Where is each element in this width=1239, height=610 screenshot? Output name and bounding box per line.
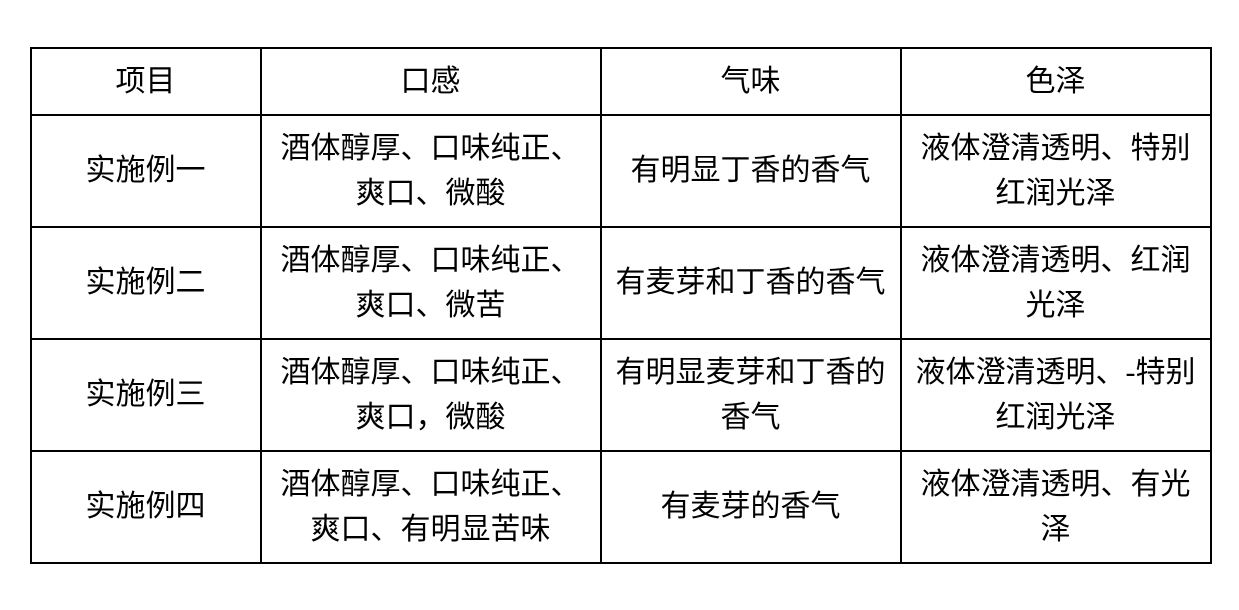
- table-row: 实施例二 酒体醇厚、口味纯正、爽口、微苦 有麦芽和丁香的香气 液体澄清透明、红润…: [31, 227, 1211, 339]
- table-header-row: 项目 口感 气味 色泽: [31, 48, 1211, 115]
- col-header-color: 色泽: [901, 48, 1211, 115]
- col-header-taste: 口感: [261, 48, 601, 115]
- row-name: 实施例四: [31, 451, 261, 563]
- row-taste: 酒体醇厚、口味纯正、爽口，微酸: [261, 339, 601, 451]
- table-row: 实施例四 酒体醇厚、口味纯正、爽口、有明显苦味 有麦芽的香气 液体澄清透明、有光…: [31, 451, 1211, 563]
- sensory-table-container: 项目 口感 气味 色泽 实施例一 酒体醇厚、口味纯正、爽口、微酸 有明显丁香的香…: [30, 47, 1210, 564]
- sensory-table: 项目 口感 气味 色泽 实施例一 酒体醇厚、口味纯正、爽口、微酸 有明显丁香的香…: [30, 47, 1212, 564]
- row-color: 液体澄清透明、有光泽: [901, 451, 1211, 563]
- col-header-item: 项目: [31, 48, 261, 115]
- row-smell: 有麦芽的香气: [601, 451, 901, 563]
- row-color: 液体澄清透明、特别红润光泽: [901, 115, 1211, 227]
- row-taste: 酒体醇厚、口味纯正、爽口、有明显苦味: [261, 451, 601, 563]
- row-smell: 有明显麦芽和丁香的香气: [601, 339, 901, 451]
- row-smell: 有麦芽和丁香的香气: [601, 227, 901, 339]
- row-color: 液体澄清透明、红润光泽: [901, 227, 1211, 339]
- table-row: 实施例一 酒体醇厚、口味纯正、爽口、微酸 有明显丁香的香气 液体澄清透明、特别红…: [31, 115, 1211, 227]
- row-taste: 酒体醇厚、口味纯正、爽口、微酸: [261, 115, 601, 227]
- col-header-smell: 气味: [601, 48, 901, 115]
- row-name: 实施例三: [31, 339, 261, 451]
- row-name: 实施例一: [31, 115, 261, 227]
- row-name: 实施例二: [31, 227, 261, 339]
- row-smell: 有明显丁香的香气: [601, 115, 901, 227]
- row-taste: 酒体醇厚、口味纯正、爽口、微苦: [261, 227, 601, 339]
- row-color: 液体澄清透明、-特别红润光泽: [901, 339, 1211, 451]
- table-row: 实施例三 酒体醇厚、口味纯正、爽口，微酸 有明显麦芽和丁香的香气 液体澄清透明、…: [31, 339, 1211, 451]
